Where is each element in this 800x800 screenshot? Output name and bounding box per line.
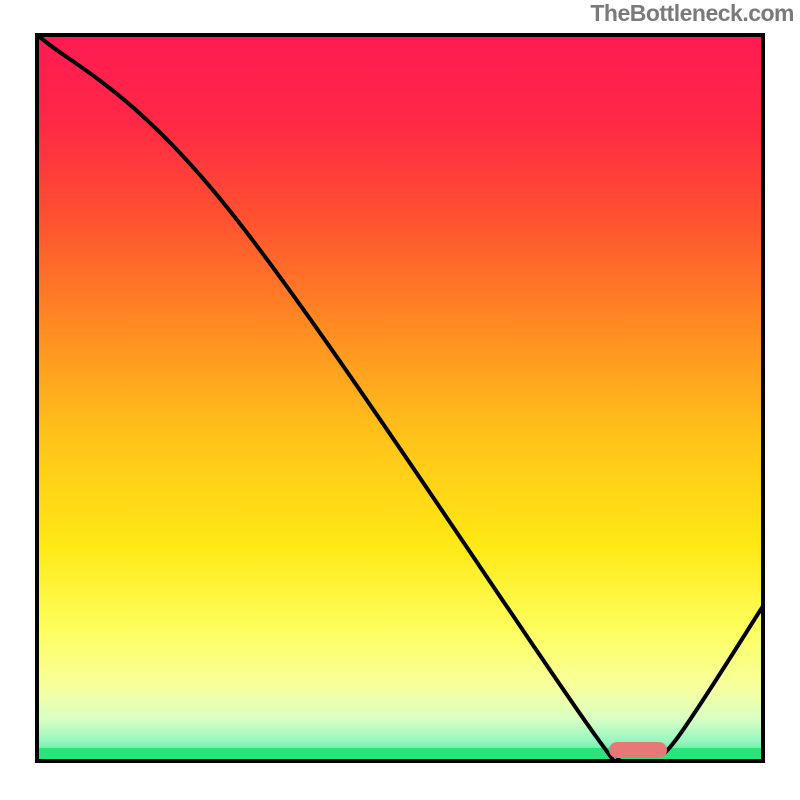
bottleneck-chart-svg (35, 33, 765, 763)
attribution-label: TheBottleneck.com (590, 0, 794, 27)
optimal-marker (609, 742, 667, 758)
chart-container: TheBottleneck.com (0, 0, 800, 800)
plot-frame (35, 33, 765, 763)
gradient-background (35, 33, 765, 763)
